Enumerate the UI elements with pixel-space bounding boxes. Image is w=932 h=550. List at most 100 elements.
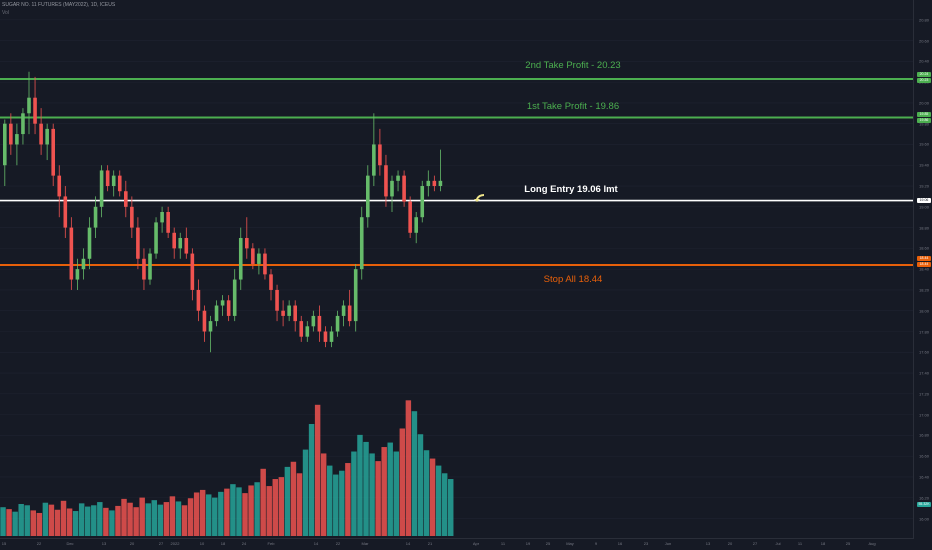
time-tick-label: 2022 [170, 541, 180, 546]
volume-bar [302, 449, 309, 536]
time-tick-label: 22 [36, 541, 42, 546]
entry-label: Long Entry 19.06 lmt [524, 184, 618, 195]
volume-bar [169, 496, 176, 536]
candle-body [293, 305, 297, 322]
volume-bar [91, 505, 97, 536]
time-tick-label: Aug [868, 541, 876, 546]
time-tick-label: Mar [361, 541, 369, 546]
candle-body [21, 113, 25, 135]
candle-body [214, 305, 219, 322]
candle-body [335, 315, 340, 332]
candle-body [353, 269, 358, 322]
candle-body [105, 170, 110, 187]
volume-bar [423, 450, 430, 536]
time-axis[interactable]: 15 22 Dec 13 20 27 2022 10 18 24 Feb 14 22 Mar 14 21 Apr… [0, 538, 914, 550]
candle-body [160, 212, 164, 223]
price-tick-label: 17.80 [918, 329, 929, 334]
volume-bar [157, 504, 164, 536]
candle-body [154, 222, 158, 254]
time-tick-label: 13 [101, 541, 107, 546]
stop-price-tag-a: 18.44 [917, 256, 931, 261]
volume-bar [187, 498, 194, 536]
volume-bar [314, 404, 321, 536]
price-tick-label: 17.00 [918, 412, 929, 418]
volume-bar [399, 428, 406, 536]
volume-bar [206, 494, 212, 536]
candle-body [438, 180, 443, 187]
price-tick-label: 18.20 [918, 287, 929, 293]
time-tick-label: 9 [594, 541, 598, 546]
candle-body [378, 144, 382, 166]
candle-body [69, 227, 74, 280]
time-tick-label: 19 [525, 541, 531, 546]
volume-bar [72, 511, 79, 536]
price-tick-label: 19.20 [918, 183, 929, 189]
volume-bar [284, 466, 291, 536]
volume-bar [230, 484, 236, 536]
candle-body [39, 123, 43, 145]
volume-bar [296, 473, 303, 536]
volume-bar [145, 503, 151, 536]
candle-body [257, 253, 261, 264]
time-tick-label: 24 [241, 541, 247, 546]
candle-body [15, 134, 19, 145]
volume-bar [381, 447, 387, 536]
time-tick-label: Feb [267, 541, 275, 546]
price-tick-label: 16.40 [918, 474, 929, 480]
candle-body [245, 237, 249, 249]
volume-bar [429, 458, 436, 536]
candle-body [311, 315, 316, 327]
candle-body [93, 206, 98, 228]
volume-bar [199, 489, 206, 536]
tp1-price-tag-b: 19.86 [917, 118, 931, 123]
candle-body [226, 300, 231, 316]
volume-bar [193, 492, 200, 536]
candle-body [208, 321, 213, 332]
volume-bar [405, 400, 412, 536]
volume-bar [417, 434, 424, 536]
candle-body [178, 237, 183, 249]
volume-bar [181, 505, 188, 536]
candle-body [269, 274, 273, 290]
volume-bar [278, 477, 285, 536]
volume-bar [236, 487, 242, 536]
candle-body [111, 175, 116, 187]
price-tick-label: 18.80 [918, 225, 929, 231]
price-tick-label: 16.00 [918, 516, 929, 522]
volume-bar [60, 500, 67, 536]
time-tick-label: 27 [752, 541, 758, 546]
volume-bar [18, 504, 24, 536]
candle-body [45, 128, 49, 145]
stop-label: Stop All 18.44 [543, 274, 603, 285]
volume-bar [254, 482, 260, 536]
volume-bar [115, 505, 121, 536]
volume-bar [272, 479, 278, 536]
tp1-label: 1st Take Profit - 19.86 [526, 101, 620, 112]
candle-body [196, 289, 201, 311]
volume-bar [320, 453, 327, 536]
volume-bar [163, 502, 170, 536]
candle-body [366, 175, 370, 218]
volume-bar [30, 510, 36, 536]
volume-bar [218, 491, 224, 536]
candle-body [317, 315, 322, 332]
volume-bar [42, 502, 49, 536]
volume-bar [212, 497, 218, 536]
candle-body [372, 144, 376, 176]
volume-tag: 55.32K [917, 502, 931, 507]
candle-body [414, 217, 418, 233]
price-tick-label: 17.20 [918, 391, 929, 397]
tp2-label: 2nd Take Profit - 20.23 [525, 60, 621, 71]
candle-body [166, 212, 170, 233]
time-tick-label: May [566, 541, 574, 546]
volume-bar [339, 470, 345, 536]
time-tick-label: 14 [405, 541, 411, 546]
time-tick-label: 18 [820, 541, 826, 546]
candle-body [202, 310, 207, 332]
price-tick-label: 16.80 [918, 432, 929, 438]
candle-body [232, 279, 237, 316]
volume-bar [375, 461, 381, 536]
volume-bar [6, 509, 12, 536]
volume-bar [260, 468, 266, 536]
